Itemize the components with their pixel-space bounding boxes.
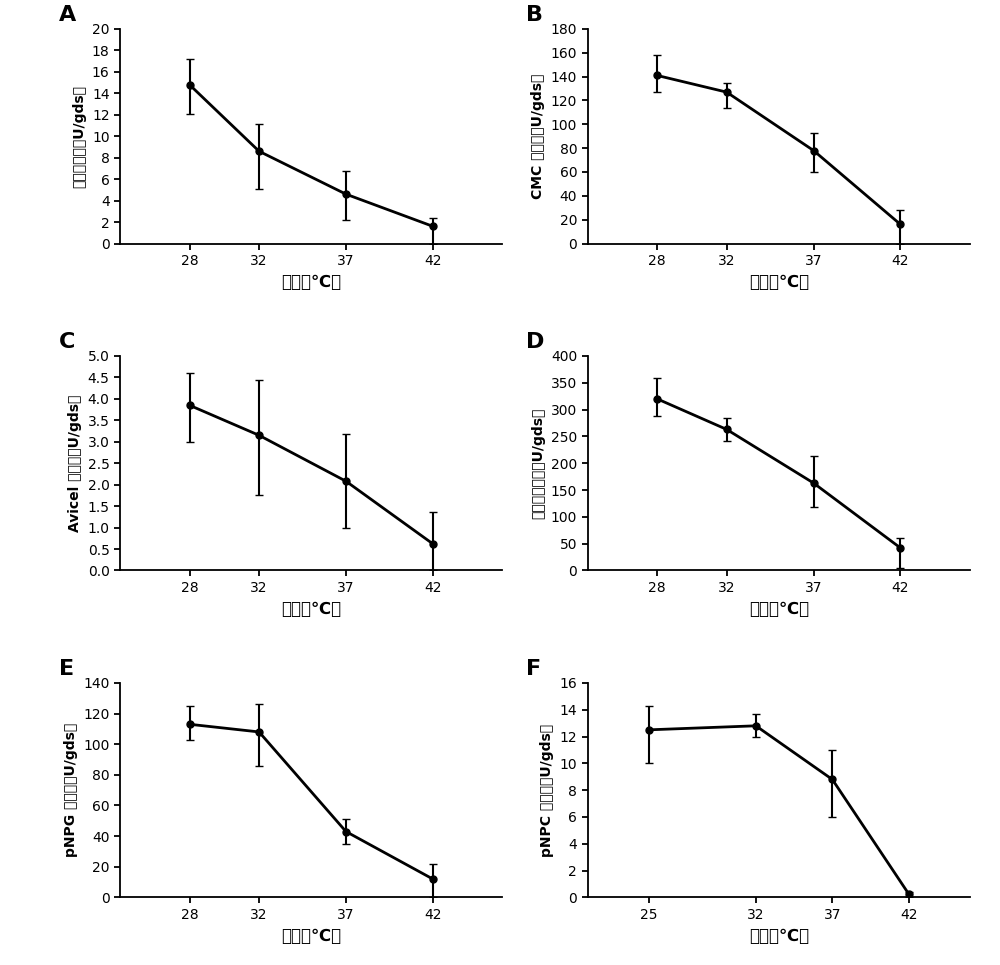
Y-axis label: Avicel 酶活力（U/gds）: Avicel 酶活力（U/gds）: [68, 395, 82, 532]
Text: B: B: [526, 5, 543, 25]
X-axis label: 温度（℃）: 温度（℃）: [749, 927, 809, 946]
X-axis label: 温度（℃）: 温度（℃）: [281, 273, 341, 291]
Y-axis label: CMC 酶活力（U/gds）: CMC 酶活力（U/gds）: [531, 73, 545, 199]
X-axis label: 温度（℃）: 温度（℃）: [281, 927, 341, 946]
Text: C: C: [59, 332, 75, 351]
Y-axis label: 木聚糖酶活力（U/gds）: 木聚糖酶活力（U/gds）: [531, 407, 545, 519]
Text: A: A: [59, 5, 76, 25]
X-axis label: 温度（℃）: 温度（℃）: [281, 600, 341, 619]
Y-axis label: pNPG 酶活力（U/gds）: pNPG 酶活力（U/gds）: [64, 723, 78, 857]
Text: F: F: [526, 658, 542, 678]
Y-axis label: pNPC 酶活力（U/gds）: pNPC 酶活力（U/gds）: [540, 724, 554, 857]
X-axis label: 温度（℃）: 温度（℃）: [749, 273, 809, 291]
Y-axis label: 滤纸酶活力（U/gds）: 滤纸酶活力（U/gds）: [72, 85, 86, 188]
X-axis label: 温度（℃）: 温度（℃）: [749, 600, 809, 619]
Text: D: D: [526, 332, 545, 351]
Text: E: E: [59, 658, 74, 678]
